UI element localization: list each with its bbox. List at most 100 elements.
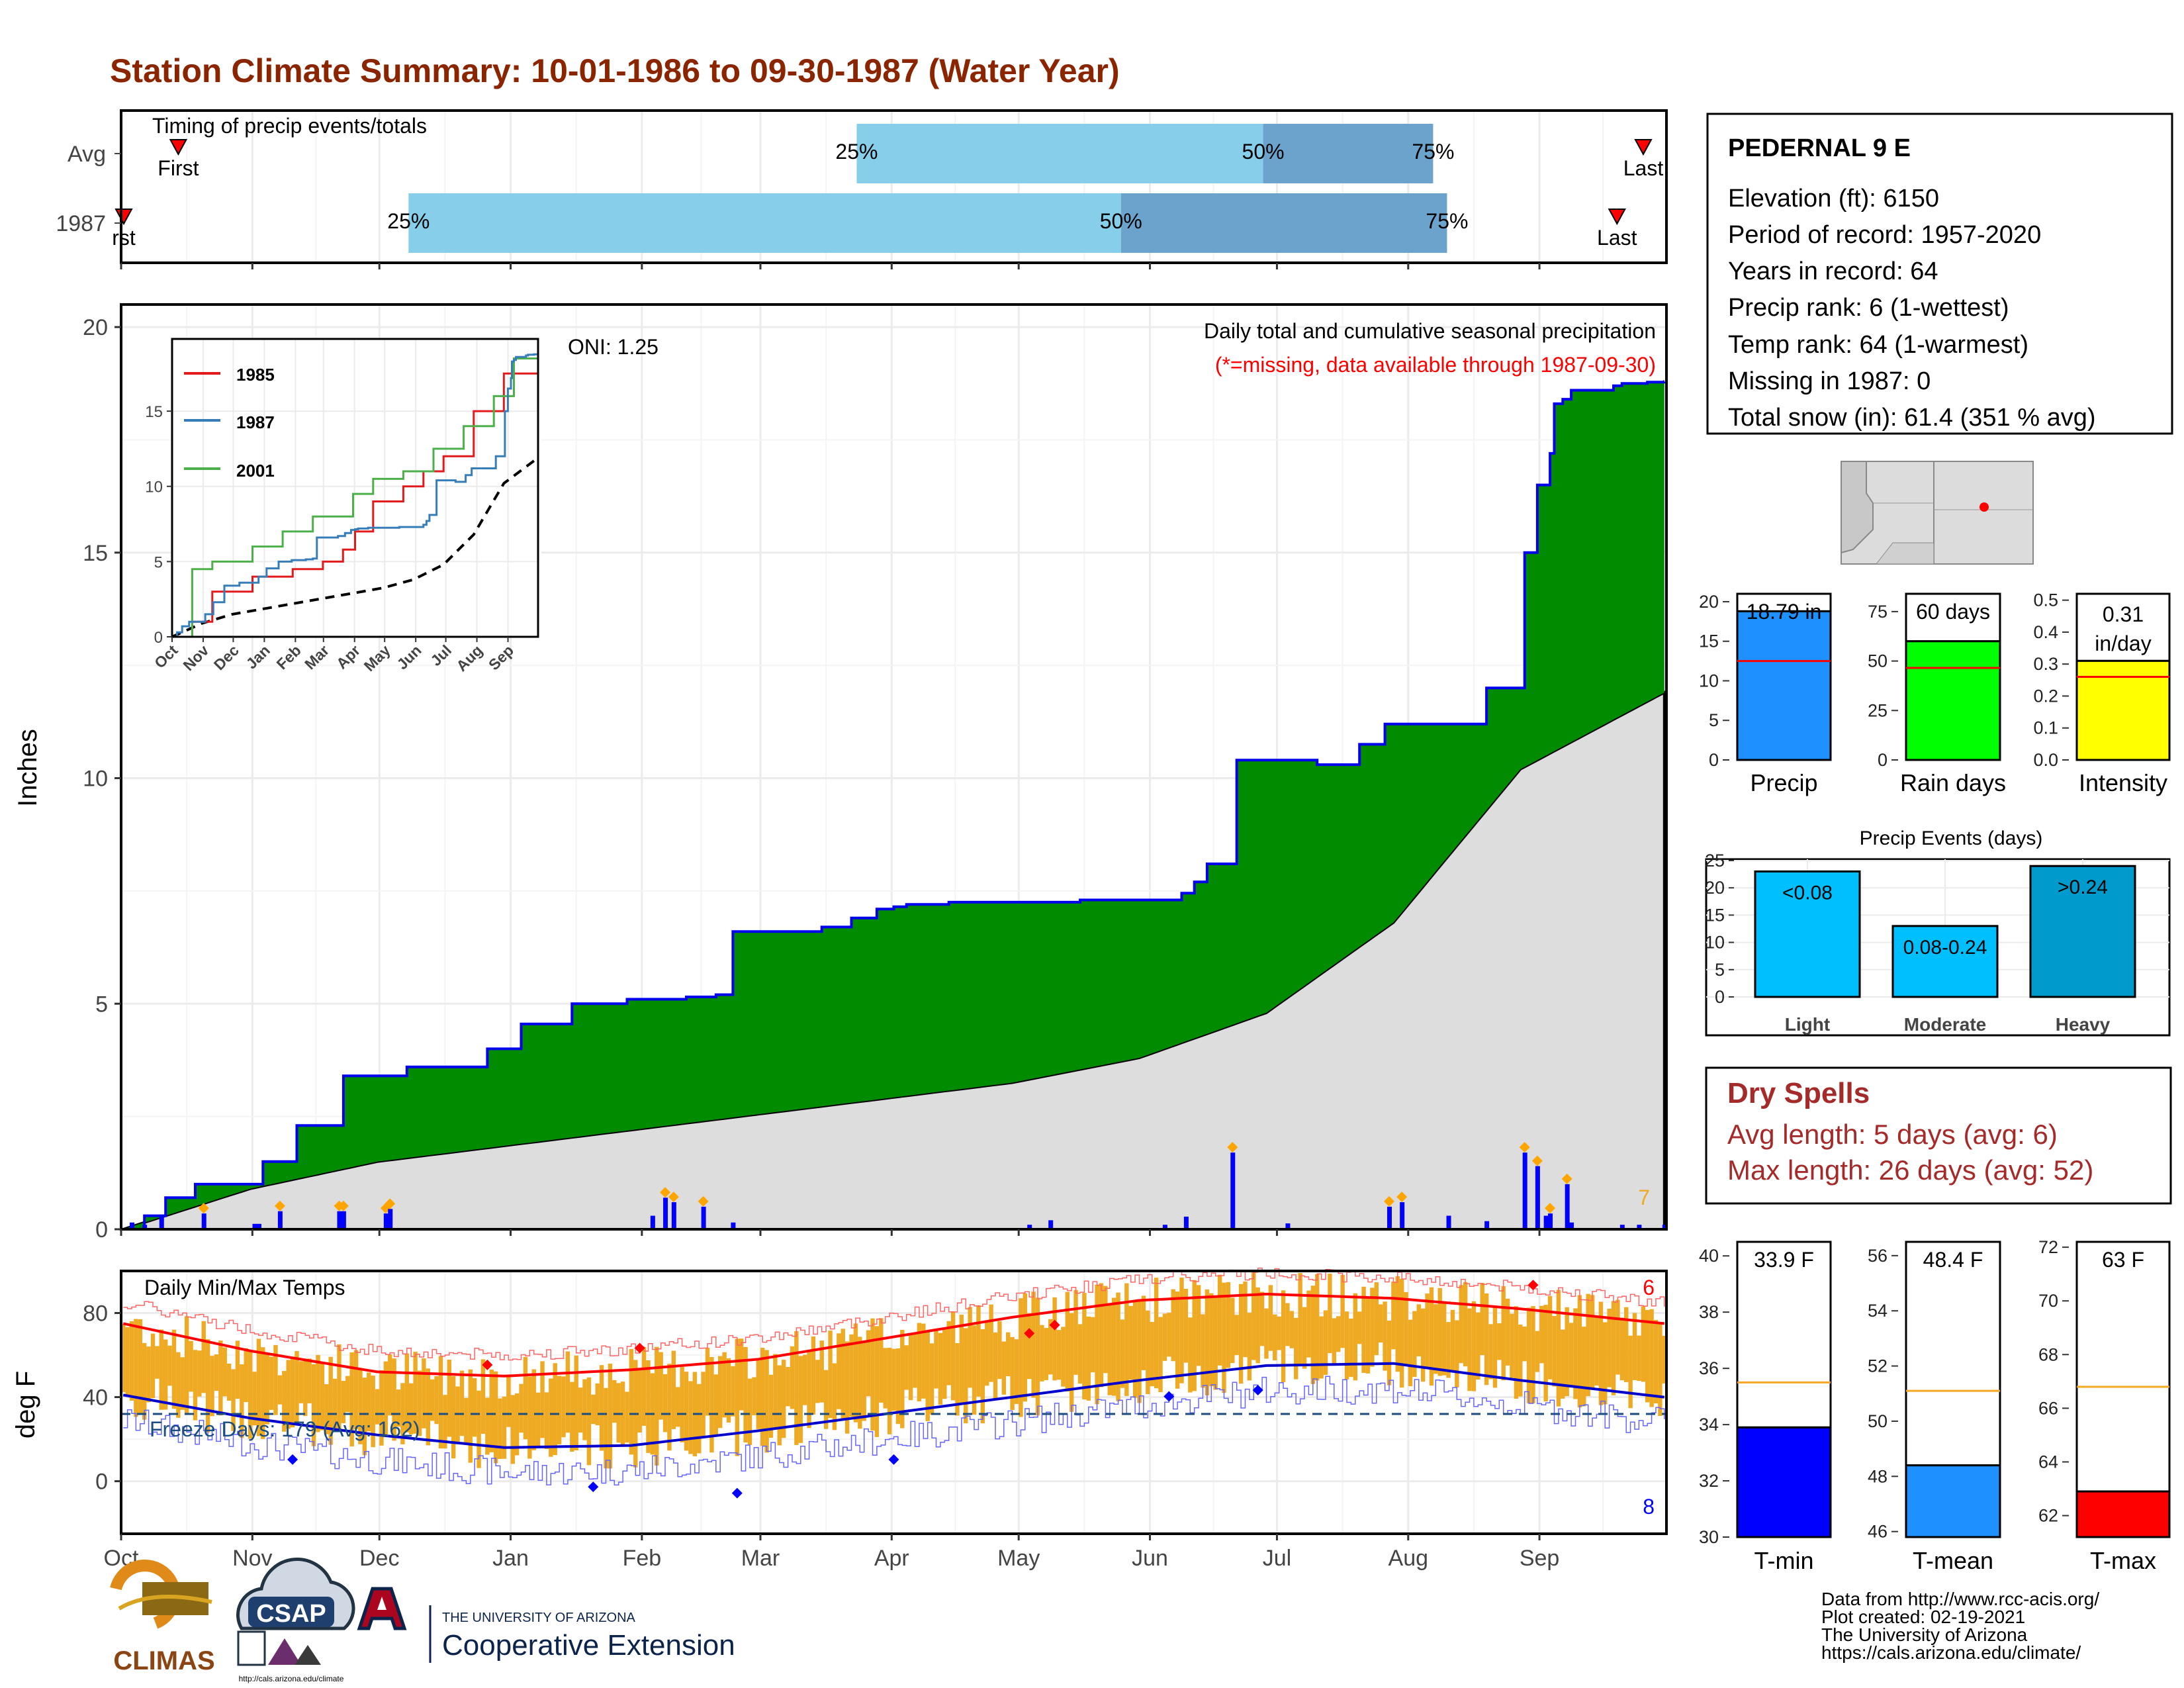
temp-y-tick-label: 80: [83, 1301, 108, 1327]
daily-temp-bar: [637, 1368, 642, 1433]
daily-precip-bar: [1569, 1222, 1574, 1229]
daily-temp-bar: [976, 1305, 981, 1397]
tmean-summary-value-label: 48.4 F: [1923, 1248, 1983, 1272]
x-tick-label: Aug: [1388, 1546, 1429, 1571]
daily-temp-bar: [921, 1323, 926, 1399]
station-snow: Total snow (in): 61.4 (351 % avg): [1728, 404, 2096, 432]
x-tick-label: Mar: [741, 1546, 780, 1571]
daily-temp-bar: [676, 1387, 680, 1427]
daily-temp-bar: [938, 1333, 943, 1405]
precip-y-tick-label: 15: [83, 541, 108, 566]
daily-temp-bar: [489, 1370, 494, 1452]
daily-temp-bar: [858, 1336, 862, 1429]
daily-temp-bar: [1023, 1293, 1028, 1402]
freeze-days-label: Freeze Days: 179 (Avg: 162): [150, 1417, 420, 1441]
quartile-label-25: 25%: [835, 140, 878, 164]
daily-temp-bar: [1353, 1293, 1358, 1381]
snow-marker: [1227, 1142, 1238, 1153]
daily-temp-bar: [688, 1381, 693, 1454]
inset-x-tick-label: May: [361, 641, 394, 675]
daily-temp-bar: [235, 1340, 240, 1399]
daily-temp-bar: [353, 1350, 359, 1429]
tmin-summary-label: T-min: [1754, 1547, 1814, 1574]
daily-temp-bar: [946, 1321, 951, 1385]
quartile-bar-50-75: [1263, 124, 1433, 183]
daily-temp-bar: [1040, 1325, 1044, 1382]
daily-temp-bar: [447, 1360, 451, 1437]
precip-event-category: Moderate: [1904, 1014, 1986, 1035]
precip-panel-title: Daily total and cumulative seasonal prec…: [1204, 319, 1656, 343]
daily-temp-bar: [1298, 1273, 1302, 1364]
daily-temp-bar: [1141, 1295, 1146, 1370]
intensity-summary-value-unit: in/day: [2095, 632, 2151, 655]
daily-temp-bar: [874, 1326, 880, 1437]
precip-corner-count: 7: [1638, 1186, 1650, 1209]
x-tick-label: Jun: [1132, 1546, 1168, 1571]
daily-temp-bar: [1086, 1316, 1091, 1401]
daily-temp-bar: [743, 1347, 748, 1443]
daily-temp-bar: [189, 1340, 193, 1392]
daily-temp-bar: [506, 1374, 511, 1427]
daily-temp-bar: [134, 1319, 138, 1417]
precip-event-bar: [1754, 870, 1861, 998]
daily-temp-bar: [1328, 1274, 1332, 1354]
daily-temp-bar: [417, 1370, 422, 1436]
daily-temp-bar: [498, 1398, 502, 1459]
daily-temp-bar: [379, 1370, 384, 1446]
tmin-summary-value-label: 33.9 F: [1754, 1248, 1814, 1272]
daily-precip-bar: [1027, 1225, 1032, 1229]
daily-temp-bar: [1146, 1310, 1150, 1395]
daily-temp-bar: [392, 1358, 396, 1441]
tmean-summary-label: T-mean: [1913, 1547, 1993, 1574]
snow-marker: [1531, 1155, 1543, 1166]
daily-temp-bar: [1294, 1317, 1298, 1380]
rain-days-summary-y-tick-label: 25: [1868, 700, 1888, 720]
daily-temp-bar: [722, 1352, 727, 1418]
climas-logo: CLIMAS: [110, 1560, 215, 1675]
daily-temp-bar: [1662, 1336, 1667, 1384]
daily-temp-bar: [1526, 1307, 1531, 1403]
daily-temp-bar: [240, 1364, 244, 1438]
daily-temp-bar: [1598, 1301, 1604, 1405]
precip-y-tick-label: 10: [83, 767, 108, 792]
record-high-marker: [1049, 1319, 1060, 1331]
daily-temp-bar: [853, 1323, 858, 1423]
daily-temp-bar: [1586, 1293, 1590, 1397]
precip-event-category: Heavy: [2056, 1014, 2111, 1035]
inset-line-2001: [172, 351, 539, 638]
daily-temp-bar: [1582, 1327, 1586, 1407]
footer-line-4: https://cals.arizona.edu/climate/: [1821, 1642, 2081, 1663]
daily-temp-bar: [1035, 1297, 1040, 1416]
daily-temp-bar: [502, 1396, 507, 1459]
daily-precip-bar: [383, 1213, 388, 1229]
daily-temp-bar: [277, 1375, 283, 1405]
station-elevation: Elevation (ft): 6150: [1728, 185, 1939, 212]
daily-temp-bar: [472, 1378, 477, 1437]
x-tick-label: Apr: [874, 1546, 909, 1571]
temp-y-tick-label: 0: [95, 1470, 108, 1495]
daily-temp-bar: [1492, 1305, 1498, 1388]
intensity-summary-y-tick-label: 0.0: [2033, 750, 2058, 770]
daily-temp-bar: [1217, 1274, 1222, 1366]
daily-precip-bar: [1230, 1152, 1236, 1229]
daily-temp-bar: [214, 1354, 219, 1391]
daily-temp-bar: [819, 1340, 824, 1403]
daily-temp-bar: [578, 1387, 583, 1433]
daily-temp-bar: [1158, 1317, 1163, 1393]
temp-frame: [120, 1270, 1668, 1535]
daily-temp-bar: [849, 1334, 854, 1417]
daily-precip-bar: [1183, 1216, 1189, 1229]
daily-precip-bar: [1446, 1215, 1451, 1229]
daily-temp-bar: [1031, 1291, 1036, 1398]
tmean-summary-y-tick-label: 48: [1868, 1466, 1888, 1486]
daily-temp-bar: [468, 1369, 473, 1463]
daily-temp-bar: [1480, 1283, 1484, 1356]
daily-temp-bar: [1001, 1341, 1007, 1395]
station-years: Years in record: 64: [1728, 258, 1938, 285]
snow-marker: [668, 1192, 679, 1203]
daily-temp-bar: [1450, 1309, 1455, 1371]
daily-temp-bar: [1370, 1288, 1375, 1367]
daily-temp-bar: [459, 1370, 465, 1436]
daily-temp-bar: [1188, 1317, 1193, 1393]
daily-temp-bar: [1619, 1317, 1625, 1381]
